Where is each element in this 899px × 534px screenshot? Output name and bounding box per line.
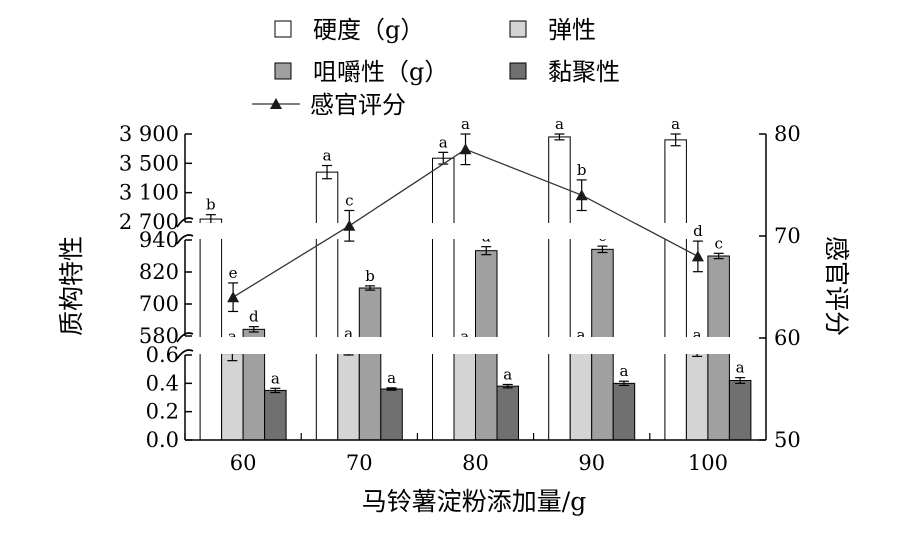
y-tick-label-left: 3 500: [119, 151, 179, 175]
significance-letter: a: [503, 365, 512, 383]
bar: [685, 350, 709, 441]
bar: [496, 385, 519, 441]
significance-letter: d: [249, 308, 259, 326]
significance-letter: a: [271, 369, 280, 387]
legend-swatch: [274, 20, 292, 38]
y-tick-label-left: 3 900: [119, 122, 179, 146]
plot-area: baaaaaaaaadbaccaaaaaecabd: [186, 115, 765, 441]
y-tick-label-right: 70: [774, 224, 801, 248]
bar: [548, 136, 571, 441]
legend-label: 感官评分: [310, 91, 406, 119]
line-significance-letter: a: [461, 115, 470, 133]
significance-letter: a: [439, 133, 448, 151]
significance-letter: a: [228, 328, 237, 346]
significance-letter: a: [693, 326, 702, 344]
y-axis-title-right: 感官评分: [822, 236, 851, 336]
axis-break-mark: [176, 349, 194, 360]
y-tick-label-left: 0.0: [146, 428, 179, 452]
line-significance-letter: c: [345, 192, 353, 210]
significance-letter: a: [460, 328, 469, 346]
bar: [728, 380, 752, 441]
line-significance-letter: b: [577, 161, 587, 179]
bar: [221, 353, 244, 441]
significance-letter: b: [365, 267, 375, 285]
y-tick-label-left: 580: [139, 324, 179, 348]
x-tick-label: 70: [346, 451, 373, 475]
y-tick-label-left: 940: [139, 228, 179, 252]
y-tick-label-left: 0.2: [146, 400, 179, 424]
line-point: [575, 189, 588, 201]
y-axis-title-left: 质构特性: [57, 236, 86, 336]
line-point: [691, 250, 704, 262]
y-tick-label-left: 820: [139, 260, 179, 284]
legend-label: 黏聚性: [548, 58, 620, 86]
legend-line-marker: [270, 98, 282, 109]
line-point: [227, 291, 240, 303]
y-tick-label-left: 2 700: [119, 210, 179, 234]
line-point: [459, 143, 472, 155]
significance-letter: c: [714, 234, 722, 252]
y-tick-label-left: 3 100: [119, 181, 179, 205]
bar: [380, 388, 403, 441]
bar: [664, 139, 687, 441]
significance-letter: a: [736, 359, 745, 377]
bar: [315, 171, 339, 441]
x-axis-title: 马铃薯淀粉添加量/g: [362, 487, 586, 516]
significance-letter: a: [619, 362, 628, 380]
bar: [569, 347, 593, 441]
bar: [358, 287, 382, 441]
bar: [432, 157, 455, 441]
significance-letter: a: [344, 325, 353, 343]
significance-letter: a: [671, 115, 680, 133]
y-tick-label-left: 700: [139, 292, 179, 316]
y-tick-label-right: 50: [774, 428, 801, 452]
line-significance-letter: d: [693, 222, 703, 240]
significance-letter: a: [387, 369, 396, 387]
legend-label: 咀嚼性（g）: [313, 58, 448, 86]
y-tick-label-left: 0.6: [146, 343, 179, 367]
legend-swatch: [509, 62, 527, 80]
line-significance-letter: e: [229, 264, 238, 282]
bar: [612, 382, 636, 441]
significance-letter: a: [555, 115, 564, 133]
x-tick-label: 60: [230, 451, 257, 475]
bar: [453, 348, 476, 441]
x-tick-label: 100: [688, 451, 728, 475]
y-tick-label-right: 80: [774, 122, 801, 146]
significance-letter: b: [206, 196, 216, 214]
y-tick-label-left: 0.4: [146, 371, 179, 395]
legend-label: 硬度（g）: [313, 16, 424, 44]
bar: [264, 389, 287, 441]
legend-swatch: [509, 20, 527, 38]
bar: [337, 348, 360, 441]
bar: [199, 218, 223, 441]
legend-swatch: [274, 62, 292, 80]
line-point: [343, 219, 356, 231]
axis-break-gap: [186, 223, 765, 239]
significance-letter: a: [323, 147, 332, 165]
y-tick-label-right: 60: [774, 326, 801, 350]
legend-label: 弹性: [548, 16, 596, 44]
significance-letter: a: [576, 326, 585, 344]
axis-break-mark: [176, 234, 194, 245]
axis-break-gap: [186, 337, 765, 354]
x-tick-label: 80: [462, 451, 489, 475]
x-tick-label: 90: [578, 451, 605, 475]
